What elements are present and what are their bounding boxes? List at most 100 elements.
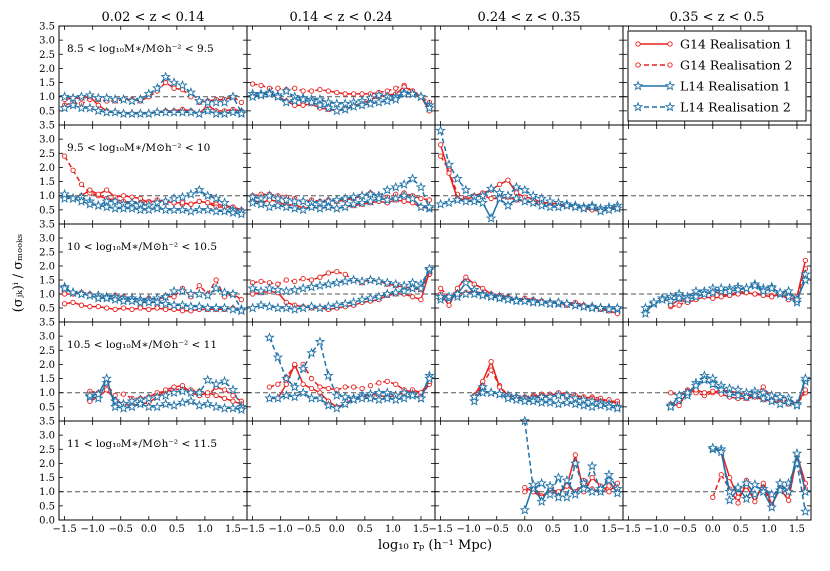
data-point-l2 [306,281,317,292]
data-point-l2 [536,477,547,488]
panel-r1-c3 [434,25,624,126]
data-point-l2 [219,96,230,107]
data-point-l2 [741,477,752,488]
y-tick-label: 3.0 [39,234,55,245]
y-tick-label: 0.5 [39,205,55,216]
data-point-l1 [612,302,623,313]
data-point-l1 [741,493,752,504]
data-point-l1 [289,95,300,106]
data-point-g1 [701,390,708,396]
panels-layer [58,25,812,521]
y-tick-label: 0.5 [39,304,55,315]
y-tick-label: 1.0 [39,191,55,202]
data-point-l1 [365,195,376,206]
data-point-l1 [194,108,205,119]
data-point-l1 [715,384,727,395]
y-tick-label: 3.0 [39,332,55,343]
data-point-l1 [477,197,488,208]
panel-r5-c4 [622,420,812,521]
data-point-l2 [93,92,104,103]
data-point-l1 [365,98,376,109]
data-point-l1 [578,301,589,312]
data-point-l1 [595,399,606,410]
data-point-g1 [154,305,160,311]
data-point-l1 [84,289,96,300]
y-axis-label: (σⱼₖ)ⁱ / σₘₒₒₖₛ [11,234,26,312]
data-point-l1 [93,292,104,303]
data-point-l1 [791,448,803,458]
y-tick-label: 0.5 [39,501,55,512]
data-point-l2 [194,288,205,299]
data-point-g1 [505,177,511,183]
y-tick-label: 1.0 [39,487,55,498]
data-point-g2 [292,278,298,285]
data-point-l2 [749,489,761,499]
data-point-l1 [143,108,155,119]
data-point-l1 [160,204,171,215]
data-point-l2 [281,373,292,384]
series-l1 [59,99,247,119]
data-point-l1 [407,88,418,99]
panel-r2-c2 [246,124,436,225]
data-point-l1 [648,296,660,307]
y-tick-label: 2.0 [39,163,55,174]
data-point-l1 [578,202,589,213]
data-point-l1 [306,96,317,107]
data-point-g2 [120,391,127,397]
data-point-l2 [348,274,359,285]
data-point-l2 [297,195,309,206]
data-point-l1 [774,287,786,298]
y-tick-label: 3.0 [39,36,55,47]
data-point-l1 [502,200,514,211]
series-line-l1 [712,447,807,510]
data-point-l1 [494,193,505,203]
data-point-l1 [247,91,258,102]
data-point-l1 [561,298,573,309]
data-point-l1 [707,378,719,389]
data-point-l2 [281,285,292,296]
x-tick-label: −1.0 [645,524,669,535]
data-point-l2 [194,95,205,106]
data-point-l1 [135,108,146,119]
data-point-g1 [179,200,186,206]
data-point-l1 [59,282,70,293]
data-point-l2 [586,460,598,471]
data-point-l1 [519,504,531,515]
data-point-g1 [710,388,716,394]
data-point-g1 [104,187,110,193]
series-line-g2 [252,270,431,291]
data-point-l1 [76,195,87,206]
data-point-l2 [435,294,446,305]
data-point-l1 [168,106,180,117]
data-point-l1 [766,282,777,293]
data-point-l1 [800,486,811,497]
x-tick-label: 0.5 [169,524,185,535]
data-point-l2 [227,384,239,395]
data-point-l1 [151,106,163,117]
data-point-g1 [606,489,612,495]
data-point-l2 [331,390,343,400]
data-point-l1 [485,387,497,398]
series-l1 [247,190,435,215]
data-point-g1 [446,302,452,308]
x-tick-label: 1.0 [573,524,589,535]
data-point-g1 [572,452,578,458]
data-point-l1 [435,198,446,209]
data-point-g1 [522,484,528,491]
data-point-g2 [418,195,424,202]
data-point-l1 [255,89,267,100]
data-point-l1 [783,486,794,497]
panel-r3-c1 [58,223,248,323]
data-point-l1 [59,102,70,113]
data-point-l2 [297,363,309,374]
x-tick-label: 1.5 [225,524,241,535]
data-point-l2 [561,491,573,502]
data-point-l1 [665,295,676,306]
data-point-g1 [785,497,792,503]
series-l1 [247,263,435,314]
data-point-g2 [342,91,348,97]
data-point-g1 [230,398,236,404]
data-point-l1 [264,392,275,403]
data-point-l1 [339,201,351,212]
data-point-l1 [118,295,129,306]
